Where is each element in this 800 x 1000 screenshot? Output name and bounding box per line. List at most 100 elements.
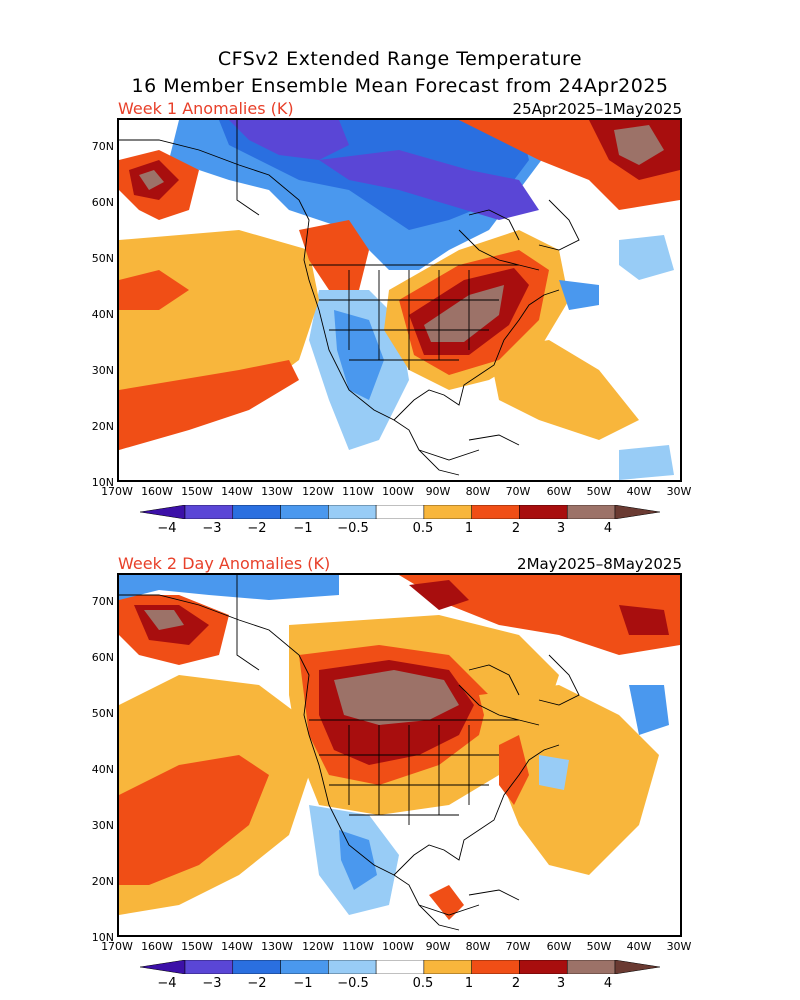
- colorbar-label: −1: [293, 976, 313, 991]
- colorbar-label: −1: [293, 521, 313, 536]
- warm-anomaly-greenland-peak: [614, 125, 664, 165]
- cold-anomaly-arctic: [119, 575, 339, 600]
- lon-label: 160W: [141, 940, 173, 953]
- colorbar-segment: [184, 505, 234, 519]
- lon-label: 70W: [505, 485, 531, 498]
- cold-anomaly-atlantic-2: [539, 755, 569, 790]
- colorbar-label: 1: [464, 976, 474, 991]
- title-line-2: 16 Member Ensemble Mean Forecast from 24…: [131, 75, 669, 97]
- lon-label: 110W: [342, 940, 374, 953]
- colorbar-segment: [566, 505, 616, 519]
- panel2-map: [117, 573, 682, 937]
- colorbar-segment: [280, 505, 329, 519]
- colorbar-end-low: [140, 505, 186, 519]
- lon-label: 140W: [221, 940, 253, 953]
- colorbar-label: −0.5: [337, 521, 369, 536]
- lat-label: 50N: [91, 252, 114, 265]
- colorbar-label: 0.5: [412, 976, 434, 991]
- panel1-dates: 25Apr2025–1May2025: [512, 100, 682, 118]
- colorbar-label: −4: [157, 521, 177, 536]
- lon-label: 130W: [261, 485, 293, 498]
- warm-anomaly-east: [479, 685, 659, 875]
- warm-anomaly-bc: [299, 220, 369, 290]
- warm-anomaly-pacific-core: [119, 755, 269, 885]
- colorbar-end-high: [614, 960, 660, 974]
- lon-label: 160W: [141, 485, 173, 498]
- warm-anomaly-east-peak: [424, 285, 504, 342]
- title-line-1: CFSv2 Extended Range Temperature: [217, 48, 583, 70]
- lon-label: 130W: [261, 940, 293, 953]
- cold-anomaly-caribbean: [619, 445, 674, 480]
- lon-label: 50W: [586, 940, 612, 953]
- colorbar-segment: [519, 505, 568, 519]
- panel2-anomaly-fills: [119, 575, 680, 920]
- warm-anomaly-east-2: [499, 735, 529, 805]
- colorbar-label: −3: [202, 521, 222, 536]
- colorbar-label: 1: [464, 521, 474, 536]
- lon-label: 80W: [465, 940, 491, 953]
- warm-anomaly-greenland: [399, 575, 680, 655]
- lon-label: 140W: [221, 485, 253, 498]
- warm-anomaly-pacific-2: [119, 270, 189, 310]
- lon-label: 120W: [302, 485, 334, 498]
- lat-label: 40N: [91, 763, 114, 776]
- lon-label: 40W: [626, 940, 652, 953]
- colorbar-label: −4: [157, 976, 177, 991]
- colorbar-label: 3: [556, 521, 566, 536]
- warm-anomaly-greenland-core: [409, 580, 469, 610]
- colorbar-segment: [328, 960, 377, 974]
- lat-label: 60N: [91, 196, 114, 209]
- colorbar-label: −2: [247, 976, 267, 991]
- colorbar-label: 2: [511, 521, 521, 536]
- warm-anomaly-mexico: [429, 885, 464, 920]
- lon-label: 150W: [181, 485, 213, 498]
- lat-label: 70N: [91, 595, 114, 608]
- lon-label: 80W: [465, 485, 491, 498]
- warm-anomaly-greenland-core-2: [619, 605, 669, 635]
- cold-anomaly-strong: [229, 120, 349, 160]
- lat-label: 10N: [91, 931, 114, 944]
- lon-label: 50W: [586, 485, 612, 498]
- colorbar-end-high: [614, 505, 660, 519]
- colorbar-segment: [471, 505, 520, 519]
- warm-anomaly-alaska-peak: [139, 170, 164, 190]
- lon-label: 120W: [302, 940, 334, 953]
- cold-anomaly-strong-2: [319, 150, 539, 220]
- panel1-map: [117, 118, 682, 482]
- lon-label: 100W: [382, 485, 414, 498]
- lon-label: 30W: [666, 940, 692, 953]
- lat-label: 10N: [91, 476, 114, 489]
- cold-anomaly-atlantic: [559, 280, 599, 310]
- lat-label: 30N: [91, 364, 114, 377]
- colorbar-label: 2: [511, 976, 521, 991]
- panel1-label: Week 1 Anomalies (K): [118, 99, 294, 118]
- colorbar-label: −3: [202, 976, 222, 991]
- lon-label: 150W: [181, 940, 213, 953]
- lon-label: 30W: [666, 485, 692, 498]
- colorbar-segment: [375, 505, 425, 519]
- cold-anomaly-atlantic: [629, 685, 669, 735]
- warm-anomaly-alaska-peak: [144, 610, 184, 630]
- lat-label: 30N: [91, 819, 114, 832]
- lat-label: 70N: [91, 140, 114, 153]
- warm-anomaly-central-peak: [334, 670, 459, 725]
- colorbar-segment: [423, 505, 472, 519]
- colorbar-label: 4: [603, 521, 613, 536]
- lat-label: 20N: [91, 420, 114, 433]
- coastlines: [119, 120, 580, 476]
- lon-label: 170W: [101, 940, 133, 953]
- colorbar-label: 0.5: [412, 521, 434, 536]
- cold-anomaly-atlantic-2: [619, 235, 674, 280]
- warm-anomaly-atlantic: [489, 340, 639, 440]
- colorbar-segment: [232, 505, 281, 519]
- colorbar-1: [140, 505, 660, 519]
- lat-label: 50N: [91, 707, 114, 720]
- lon-label: 170W: [101, 485, 133, 498]
- colorbar-label: −0.5: [337, 976, 369, 991]
- warm-anomaly-pacific-core: [119, 360, 299, 450]
- colorbar-label: 3: [556, 976, 566, 991]
- colorbar-segment: [375, 960, 425, 974]
- colorbar-segment: [519, 960, 568, 974]
- lat-label: 40N: [91, 308, 114, 321]
- colorbar-segment: [423, 960, 472, 974]
